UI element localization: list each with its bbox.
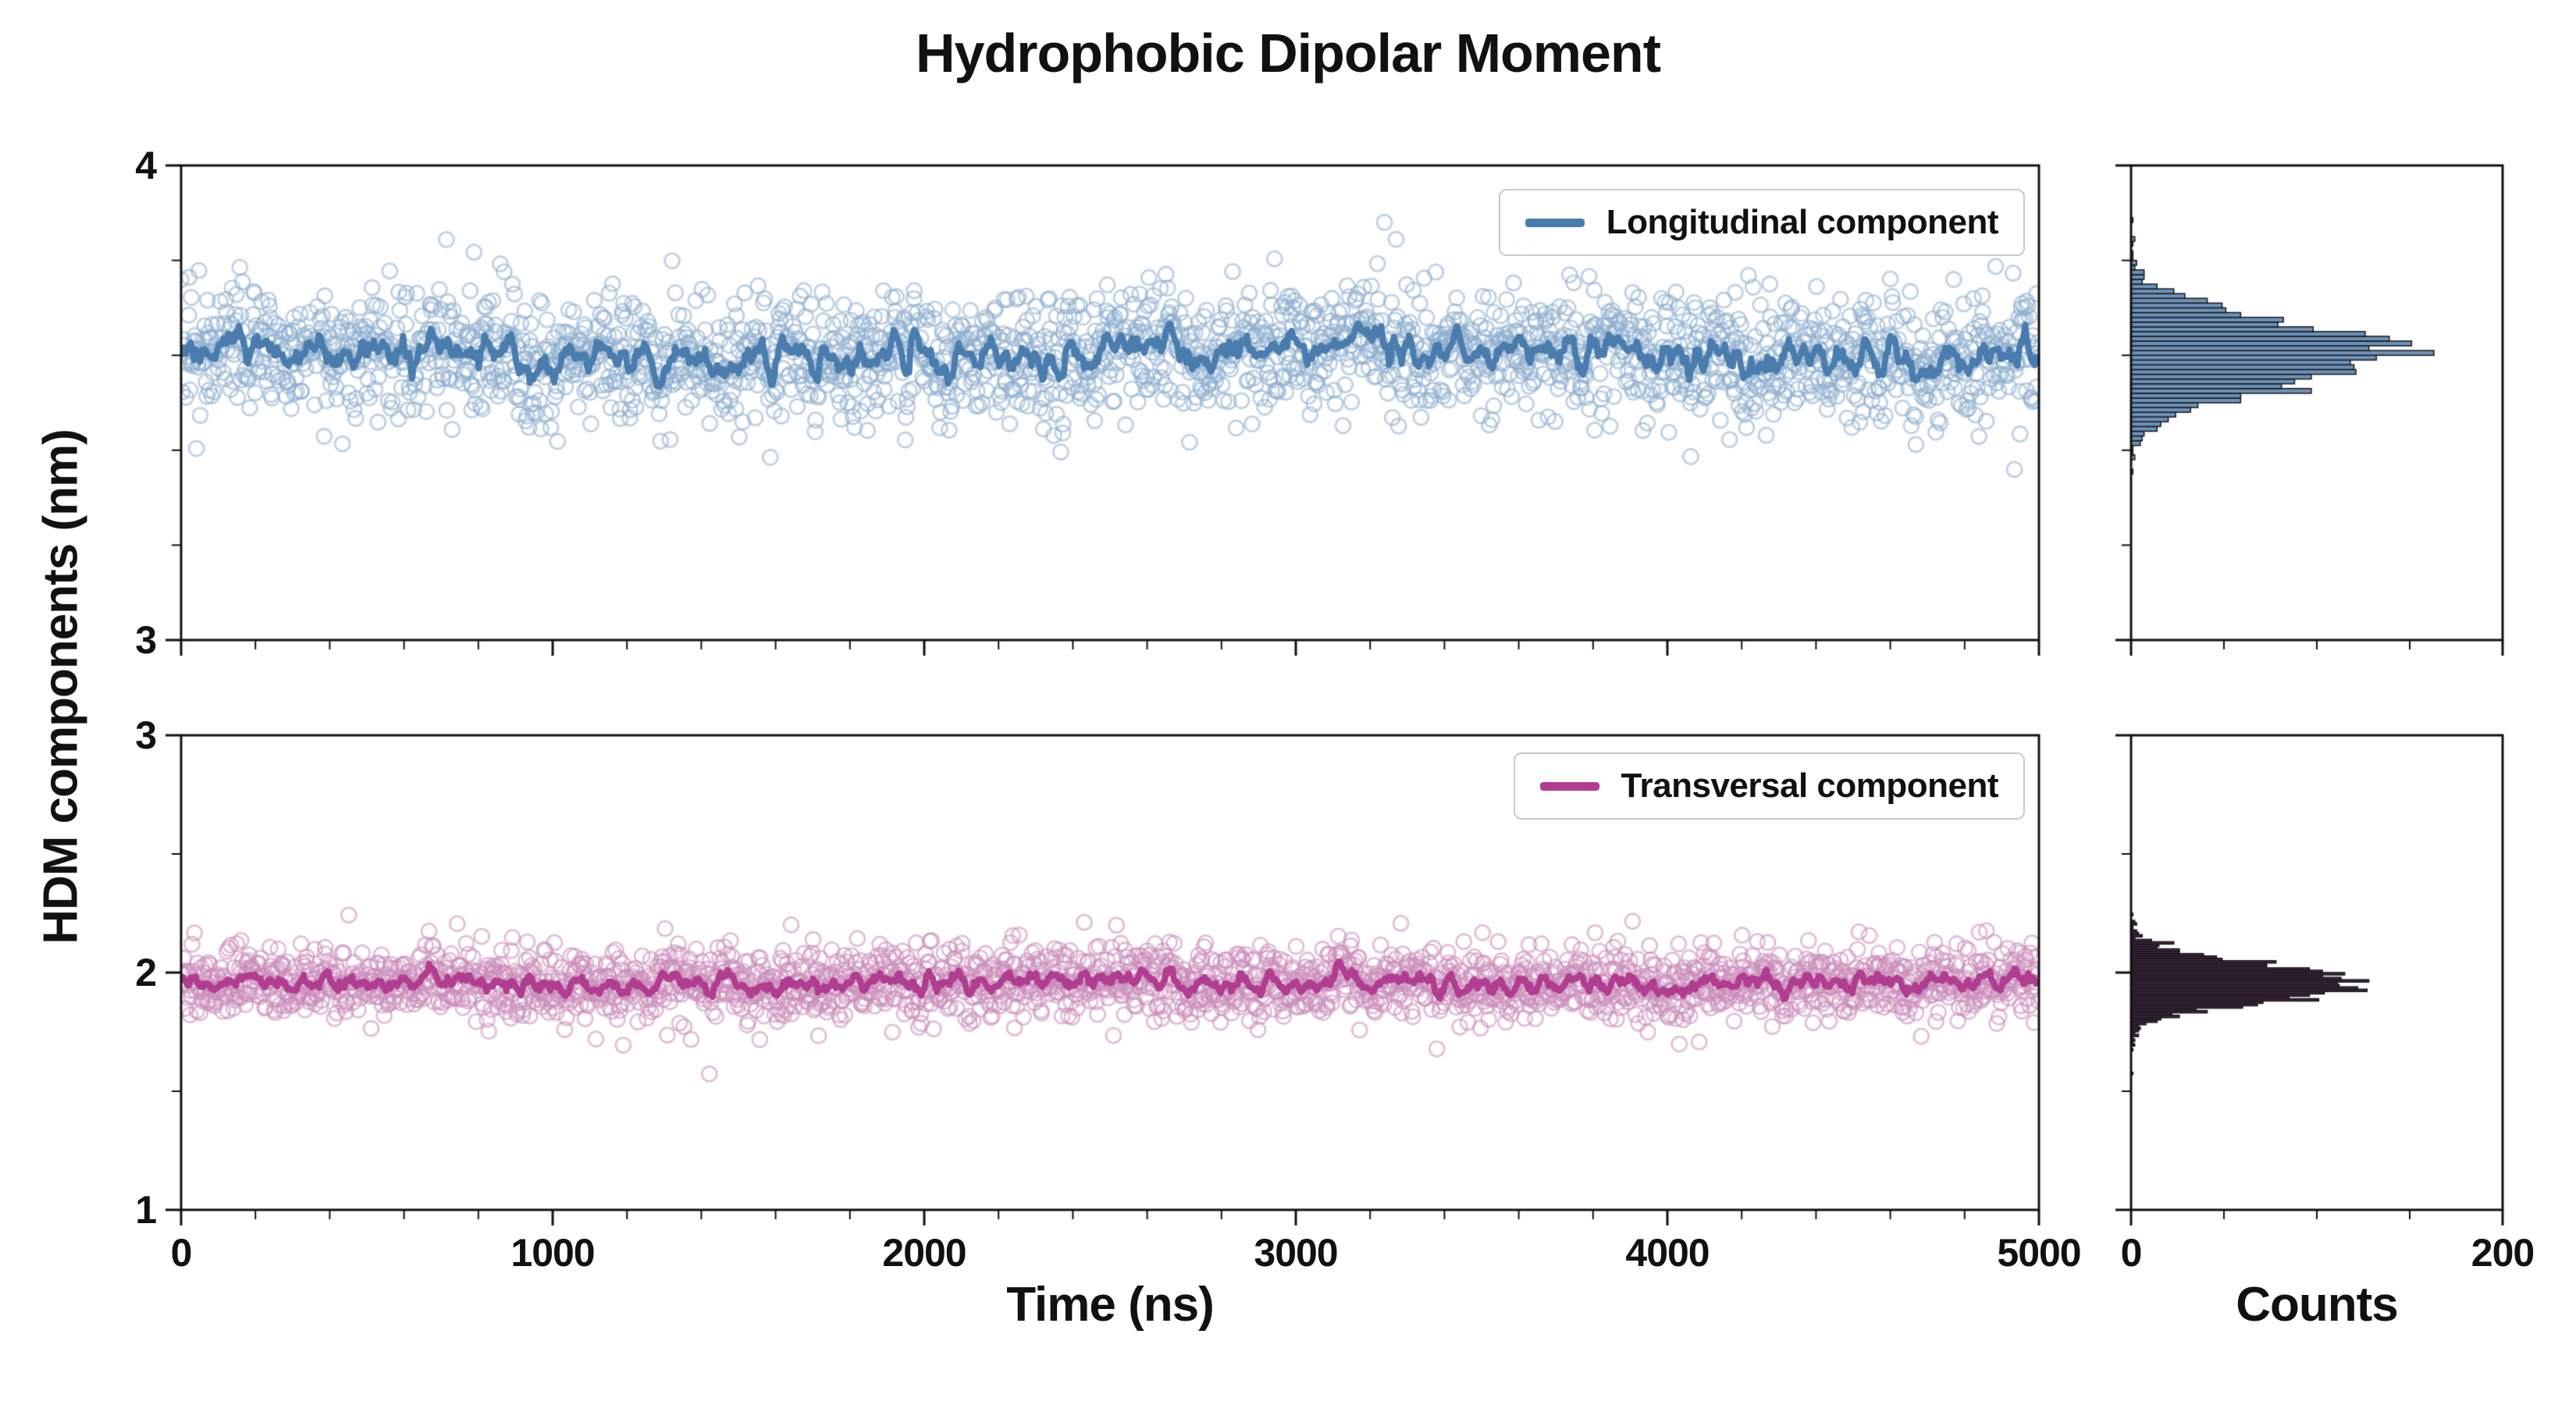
tick-label: 3	[135, 713, 157, 757]
legend-label-transversal: Transversal component	[1621, 767, 1999, 805]
tick-label: 3	[135, 618, 157, 662]
tick-label: 4	[135, 144, 157, 187]
tick-label: 1	[135, 1188, 157, 1232]
chart-title: Hydrophobic Dipolar Moment	[916, 23, 1661, 84]
tick-label: 3000	[1254, 1231, 1338, 1275]
tick-label: 4000	[1625, 1231, 1710, 1275]
tick-label: 2000	[882, 1231, 966, 1275]
hist-x-axis-label: Counts	[2236, 1278, 2399, 1332]
tick-label: 5000	[1997, 1231, 2081, 1275]
x-axis-label: Time (ns)	[1006, 1278, 1214, 1332]
legend-label-longitudinal: Longitudinal component	[1606, 203, 1999, 241]
tick-label: 2	[135, 951, 157, 994]
tick-label: 0	[2120, 1231, 2143, 1275]
tick-label: 200	[2471, 1231, 2535, 1275]
legend-longitudinal: Longitudinal component	[1498, 189, 2025, 256]
y-axis-label: HDM components (nm)	[34, 429, 88, 944]
tick-label: 0	[170, 1231, 193, 1275]
tick-label: 1000	[511, 1231, 595, 1275]
legend-line-longitudinal-icon	[1525, 218, 1585, 227]
legend-transversal: Transversal component	[1513, 752, 2025, 820]
legend-line-transversal-icon	[1539, 781, 1599, 791]
